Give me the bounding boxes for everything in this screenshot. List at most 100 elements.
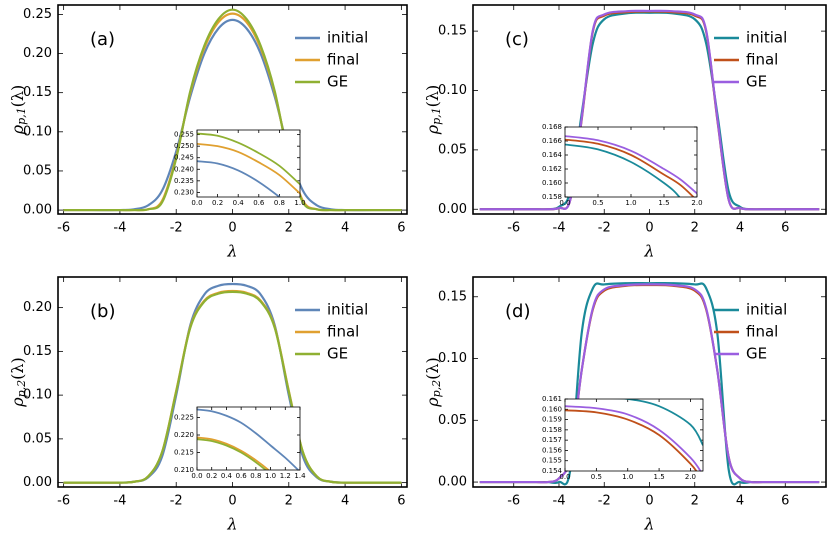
panel-label: (c)	[505, 29, 529, 50]
legend-label: GE	[746, 345, 767, 363]
x-tick-label: 0.4	[233, 199, 245, 207]
x-tick-label: 1.0	[265, 472, 276, 480]
y-tick-label: 0.05	[23, 163, 52, 178]
x-axis-label: λ	[643, 515, 654, 534]
x-tick-label: 1.5	[654, 473, 665, 481]
y-tick-label: 0.168	[542, 123, 562, 131]
x-axis-label: λ	[643, 242, 654, 261]
series-line	[565, 409, 698, 471]
legend-label: initial	[327, 301, 368, 319]
lines	[565, 135, 697, 197]
panel: -6 -4 -2 0 2 4 6 0.00 0.05 0.10 0.15 0.20 (b) λ ρp,2(λ…	[8, 276, 408, 534]
y-label-subscript: p,2	[15, 380, 28, 398]
x-axis-label: λ	[226, 515, 237, 534]
y-label-symbol: ρ	[8, 397, 27, 408]
y-tick-label: 0.220	[174, 431, 194, 439]
legend-label: initial	[746, 29, 787, 47]
x-tick-label: 0.6	[236, 472, 248, 480]
y-tick-label: 0.210	[174, 466, 194, 474]
x-tick-label: 1.0	[622, 473, 633, 481]
plot-frame	[564, 398, 704, 472]
y-label-symbol: ρ	[423, 124, 442, 135]
y-tick-label: 0.161	[542, 395, 562, 403]
y-axis-label: ρp,2(λ)	[8, 357, 29, 408]
x-tick-label: 4	[341, 221, 349, 236]
y-tick-label: 0.158	[542, 426, 562, 434]
y-axis-label: ρp,1(λ)	[8, 85, 29, 136]
y-label-argument: (λ)	[423, 357, 442, 380]
series-line	[565, 405, 702, 471]
legend-label: GE	[746, 73, 767, 91]
x-tick-label: 0	[645, 221, 653, 236]
x-tick-label: 1.2	[280, 472, 291, 480]
y-tick-label: 0.00	[23, 475, 52, 490]
x-tick-label: 4	[736, 494, 744, 509]
series-line	[565, 135, 697, 195]
x-tick-label: 0.5	[591, 473, 602, 481]
series-line	[197, 160, 281, 197]
lines	[479, 281, 820, 486]
y-tick-label: 0.155	[542, 457, 562, 465]
x-tick-label: 0	[228, 494, 236, 509]
x-tick-label: 4	[341, 494, 349, 509]
x-tick-label: -6	[507, 494, 520, 509]
y-tick-label: 0.164	[542, 151, 563, 159]
y-tick-label: 0.00	[438, 475, 467, 490]
series-line	[197, 132, 300, 185]
legend-label: final	[327, 51, 359, 69]
y-tick-label: 0.240	[174, 165, 194, 173]
y-tick-label: 0.215	[174, 449, 194, 457]
lines	[565, 399, 703, 471]
y-label-argument: (λ)	[423, 85, 442, 108]
y-tick-label: 0.15	[438, 289, 467, 304]
lines	[197, 132, 300, 197]
x-tick-label: 6	[781, 221, 789, 236]
y-tick-label: 0.05	[438, 142, 467, 157]
y-tick-label: 0.15	[23, 344, 52, 359]
y-tick-label: 0.160	[542, 405, 562, 413]
x-tick-label: 0.0	[191, 199, 202, 207]
lines	[63, 8, 402, 212]
x-tick-label: 4	[736, 221, 744, 236]
legend-label: final	[746, 51, 778, 69]
x-tick-label: 1.5	[658, 199, 669, 207]
x-tick-label: -4	[113, 494, 126, 509]
series-line	[197, 438, 268, 470]
x-tick-label: 0.8	[274, 199, 285, 207]
x-tick-label: 2.0	[685, 473, 696, 481]
y-tick-label: 0.156	[542, 446, 563, 454]
x-tick-label: 2	[285, 221, 293, 236]
x-tick-label: 0	[645, 494, 653, 509]
x-tick-label: -4	[113, 221, 126, 236]
y-label-symbol: ρ	[423, 397, 442, 408]
plot-frame	[472, 276, 827, 488]
y-tick-label: 0.154	[542, 467, 563, 475]
series-line	[63, 290, 402, 484]
panel-label: (a)	[90, 29, 115, 50]
y-axis-label: ρp,2(λ)	[423, 357, 444, 408]
y-tick-label: 0.00	[23, 203, 52, 218]
y-tick-label: 0.10	[23, 388, 52, 403]
series-line	[479, 281, 820, 486]
y-tick-label: 0.25	[23, 7, 52, 22]
legend-label: GE	[327, 73, 348, 91]
y-tick-label: 0.255	[174, 131, 194, 139]
x-tick-label: -2	[170, 494, 183, 509]
series-line	[479, 283, 820, 484]
y-label-subscript: p,2	[430, 380, 443, 398]
inset: 0.0 0.2 0.4 0.6 0.8 1.0 0.230 0.235 0.240 0.245 0.…	[174, 129, 306, 207]
y-tick-label: 0.235	[174, 177, 194, 185]
x-tick-label: -4	[553, 221, 566, 236]
legend-label: final	[327, 323, 359, 341]
y-tick-label: 0.20	[23, 300, 52, 315]
panel-label: (b)	[90, 301, 115, 322]
series-line	[63, 8, 402, 212]
x-tick-label: -6	[57, 221, 70, 236]
y-tick-label: 0.10	[438, 83, 467, 98]
plot-background	[565, 399, 703, 471]
x-tick-label: 2	[285, 494, 293, 509]
series-line	[612, 399, 703, 446]
x-tick-label: 2	[691, 494, 699, 509]
legend-label: initial	[327, 29, 368, 47]
x-tick-label: 0.8	[250, 472, 261, 480]
